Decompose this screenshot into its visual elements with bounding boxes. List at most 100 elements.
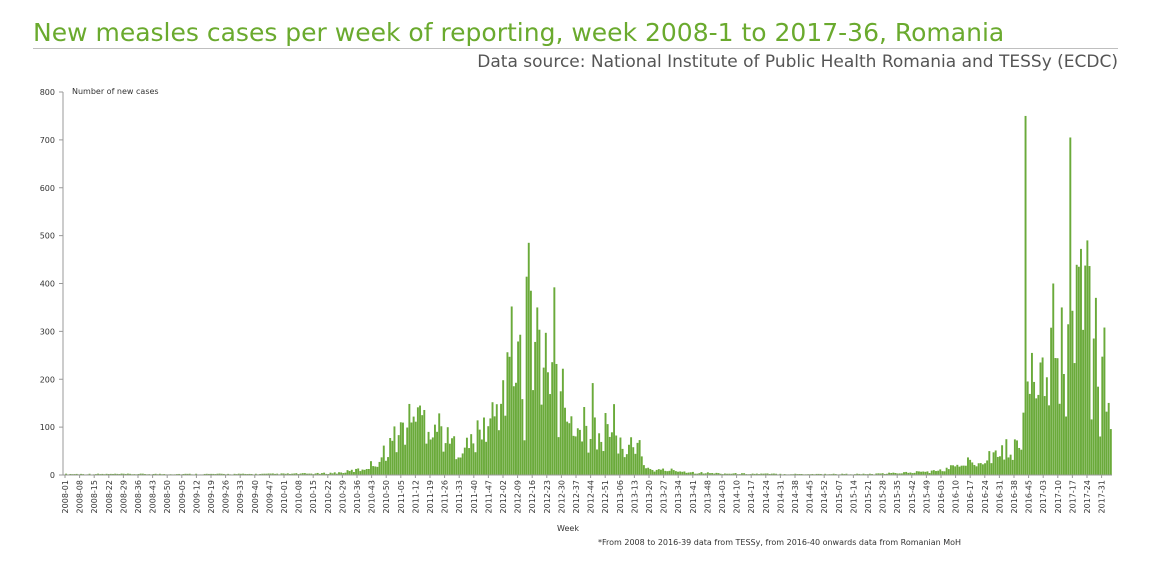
bar xyxy=(649,468,652,475)
bar xyxy=(760,473,763,475)
bar xyxy=(996,456,999,475)
bar xyxy=(355,468,358,475)
bar xyxy=(832,473,835,475)
bar xyxy=(615,435,618,475)
bar xyxy=(261,473,264,475)
bar xyxy=(613,404,616,475)
bar xyxy=(596,449,598,475)
bar xyxy=(116,473,119,475)
bar xyxy=(947,469,950,475)
x-tick-label: 2009-12 xyxy=(192,480,201,513)
bar xyxy=(389,438,392,475)
bar xyxy=(453,436,456,475)
y-tick-label: 800 xyxy=(40,88,55,97)
bar xyxy=(911,473,914,475)
bar xyxy=(593,417,596,475)
bar xyxy=(841,473,844,475)
x-tick-label: 2016-10 xyxy=(952,480,961,513)
bar xyxy=(932,470,935,475)
bar xyxy=(770,473,773,475)
bar xyxy=(186,473,189,475)
bar xyxy=(713,473,716,475)
bar xyxy=(1105,411,1108,475)
bar xyxy=(534,341,537,475)
bar xyxy=(325,473,328,475)
bar xyxy=(274,473,276,475)
bar xyxy=(1035,398,1038,475)
bar xyxy=(510,306,513,475)
x-tick-label: 2011-26 xyxy=(441,480,450,513)
bar xyxy=(900,473,903,475)
bar xyxy=(723,473,726,475)
x-ticks-group: 2008-01 2008-08 2008-15 2008-22 2008-29 2008-… xyxy=(61,475,1107,513)
x-tick-label: 2010-43 xyxy=(368,480,377,513)
bar xyxy=(359,471,362,475)
bar xyxy=(271,473,274,475)
bar xyxy=(395,452,398,475)
bar xyxy=(329,472,332,475)
bar xyxy=(474,452,477,475)
bar xyxy=(126,473,129,475)
bar xyxy=(751,473,754,475)
bar xyxy=(470,434,473,475)
bar xyxy=(461,453,464,475)
bar xyxy=(888,472,891,475)
bar xyxy=(137,473,140,475)
bar xyxy=(120,473,123,475)
bar xyxy=(295,473,298,475)
bar xyxy=(971,462,974,475)
bar xyxy=(124,473,127,475)
x-tick-label: 2013-34 xyxy=(674,480,683,513)
bar xyxy=(463,447,466,475)
bar xyxy=(254,473,257,475)
bar xyxy=(1065,416,1068,475)
bar xyxy=(540,404,543,475)
bar xyxy=(1058,403,1061,475)
bar xyxy=(436,431,439,475)
bar xyxy=(527,242,530,475)
bar xyxy=(664,470,667,475)
bar xyxy=(564,407,566,475)
bar xyxy=(382,445,385,475)
bar xyxy=(698,473,701,475)
bar xyxy=(451,438,453,475)
bar xyxy=(344,472,347,475)
bar xyxy=(427,431,430,475)
bar xyxy=(984,463,986,475)
bar xyxy=(685,472,688,475)
bar xyxy=(1048,405,1050,475)
x-tick-label: 2011-12 xyxy=(411,480,420,513)
x-tick-label: 2009-05 xyxy=(178,480,187,513)
bar xyxy=(404,444,407,475)
bar xyxy=(689,472,692,475)
x-tick-label: 2012-23 xyxy=(543,480,552,513)
bar xyxy=(617,453,620,475)
bar xyxy=(308,473,311,475)
bar xyxy=(1069,137,1072,476)
bar xyxy=(310,473,313,475)
bar xyxy=(954,466,957,475)
bar xyxy=(1054,358,1057,475)
bar xyxy=(333,472,336,475)
bar xyxy=(397,435,400,475)
bar xyxy=(862,473,865,475)
x-tick-label: 2013-13 xyxy=(630,480,639,513)
bar xyxy=(700,472,703,475)
bar xyxy=(817,473,820,475)
bar xyxy=(1109,429,1112,475)
bar xyxy=(412,416,415,475)
bar xyxy=(875,473,878,475)
y-tick-label: 600 xyxy=(40,184,55,193)
bar xyxy=(994,450,997,475)
bar xyxy=(88,473,91,475)
bar xyxy=(485,441,488,475)
bar xyxy=(766,473,769,475)
bar xyxy=(342,473,345,475)
bar xyxy=(532,390,534,475)
bar xyxy=(1037,394,1040,475)
bar xyxy=(628,444,630,475)
bar xyxy=(687,472,690,475)
bar xyxy=(576,428,579,475)
bar xyxy=(1082,329,1085,475)
bar xyxy=(1060,307,1063,475)
